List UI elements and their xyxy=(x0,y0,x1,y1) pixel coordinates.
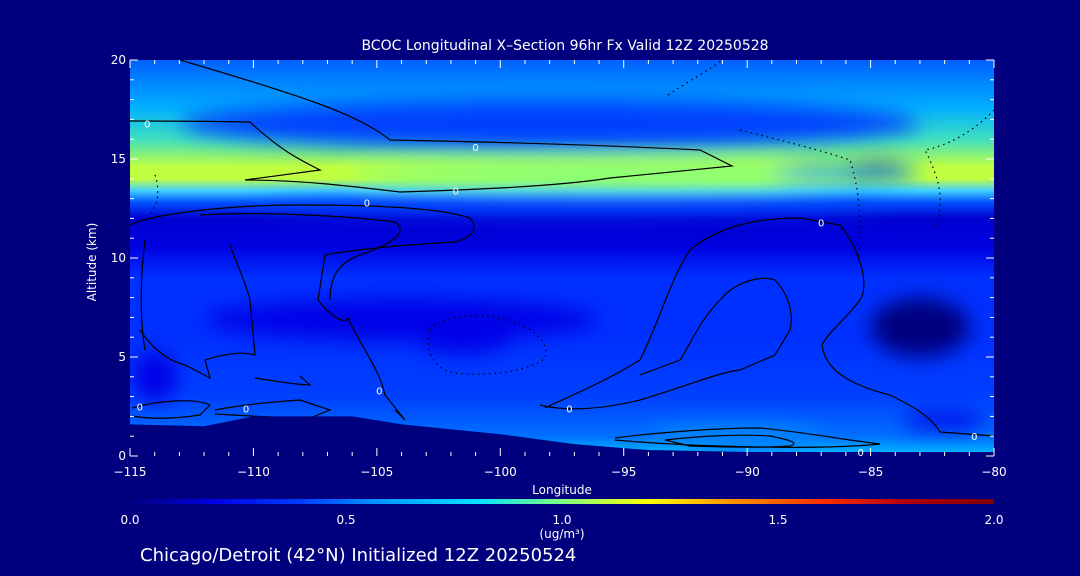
contour-label: 0 xyxy=(971,432,977,443)
y-axis-label: Altitude (km) xyxy=(85,223,99,302)
colorbar-tick-label: 1.5 xyxy=(768,513,787,527)
y-axis: 0 5 10 15 20 xyxy=(111,53,994,463)
contour-line xyxy=(544,217,994,437)
x-axis-label: Longitude xyxy=(532,483,592,497)
colorbar-ticks: 0.0 0.5 1.0 1.5 2.0 xyxy=(120,513,1003,527)
contour-line xyxy=(199,213,401,301)
contour-line xyxy=(539,277,792,410)
contour-line xyxy=(130,204,475,421)
contour-label: 0 xyxy=(818,218,824,229)
concentration-feature xyxy=(847,163,909,174)
concentration-feature xyxy=(179,98,920,149)
x-axis: −115 −110 −105 −100 −95 −90 −85 −80 xyxy=(114,60,1007,479)
x-tick-label: −90 xyxy=(734,465,759,479)
y-tick-label: 15 xyxy=(111,152,126,166)
concentration-feature xyxy=(132,352,177,402)
subtitle: Chicago/Detroit (42°N) Initialized 12Z 2… xyxy=(140,545,576,566)
contour-labels: 0 0 0 0 0 0 0 0 0 0 0 xyxy=(137,119,978,459)
x-tick-label: −95 xyxy=(611,465,636,479)
contour-label: 0 xyxy=(453,187,459,198)
contour-label: 0 xyxy=(137,403,143,414)
colorbar-unit-label: (ug/m³) xyxy=(539,527,584,541)
y-tick-label: 5 xyxy=(118,350,126,364)
concentration-feature xyxy=(870,297,970,357)
contour-line xyxy=(614,427,881,448)
colorbar-tick-label: 2.0 xyxy=(984,513,1003,527)
colorbar xyxy=(130,499,994,504)
colorbar-tick-label: 0.0 xyxy=(120,513,139,527)
contour-line xyxy=(664,434,795,448)
contour-label: 0 xyxy=(364,199,370,210)
contour-line xyxy=(140,239,146,351)
colorbar-tick-label: 0.5 xyxy=(336,513,355,527)
x-tick-label: −110 xyxy=(237,465,270,479)
contour-label: 0 xyxy=(566,404,572,415)
contour-label: 0 xyxy=(472,143,478,154)
contour-line xyxy=(139,244,256,380)
contour-lines xyxy=(130,60,994,448)
concentration-feature xyxy=(901,412,988,429)
y-tick-label: 0 xyxy=(118,449,126,463)
plot-area: 0 0 0 0 0 0 0 0 0 0 0 xyxy=(130,60,994,459)
colorbar-tick-label: 1.0 xyxy=(552,513,571,527)
dotted-contour-lines xyxy=(149,60,994,375)
contour-line xyxy=(254,375,312,386)
contour-line xyxy=(214,399,332,419)
contour-line xyxy=(130,60,735,193)
concentration-feature xyxy=(253,199,896,214)
y-tick-label: 20 xyxy=(111,53,126,67)
contour-label: 0 xyxy=(243,404,249,415)
concentration-feature xyxy=(352,162,896,187)
chart-title: BCOC Longitudinal X–Section 96hr Fx Vali… xyxy=(361,38,768,54)
contour-label: 0 xyxy=(376,387,382,398)
contour-line xyxy=(131,400,212,419)
x-tick-label: −115 xyxy=(114,465,147,479)
dotted-contour-line xyxy=(149,174,159,216)
x-tick-label: −85 xyxy=(858,465,883,479)
x-tick-label: −80 xyxy=(981,465,1006,479)
x-tick-label: −100 xyxy=(484,465,517,479)
contour-label: 0 xyxy=(144,119,150,130)
concentration-feature xyxy=(413,317,513,354)
x-tick-label: −105 xyxy=(360,465,393,479)
terrain xyxy=(130,416,994,456)
concentration-feature xyxy=(204,299,600,340)
concentration-feature xyxy=(648,428,822,441)
dotted-contour-line xyxy=(924,109,994,231)
y-tick-label: 10 xyxy=(111,251,126,265)
contour-label: 0 xyxy=(858,448,864,459)
